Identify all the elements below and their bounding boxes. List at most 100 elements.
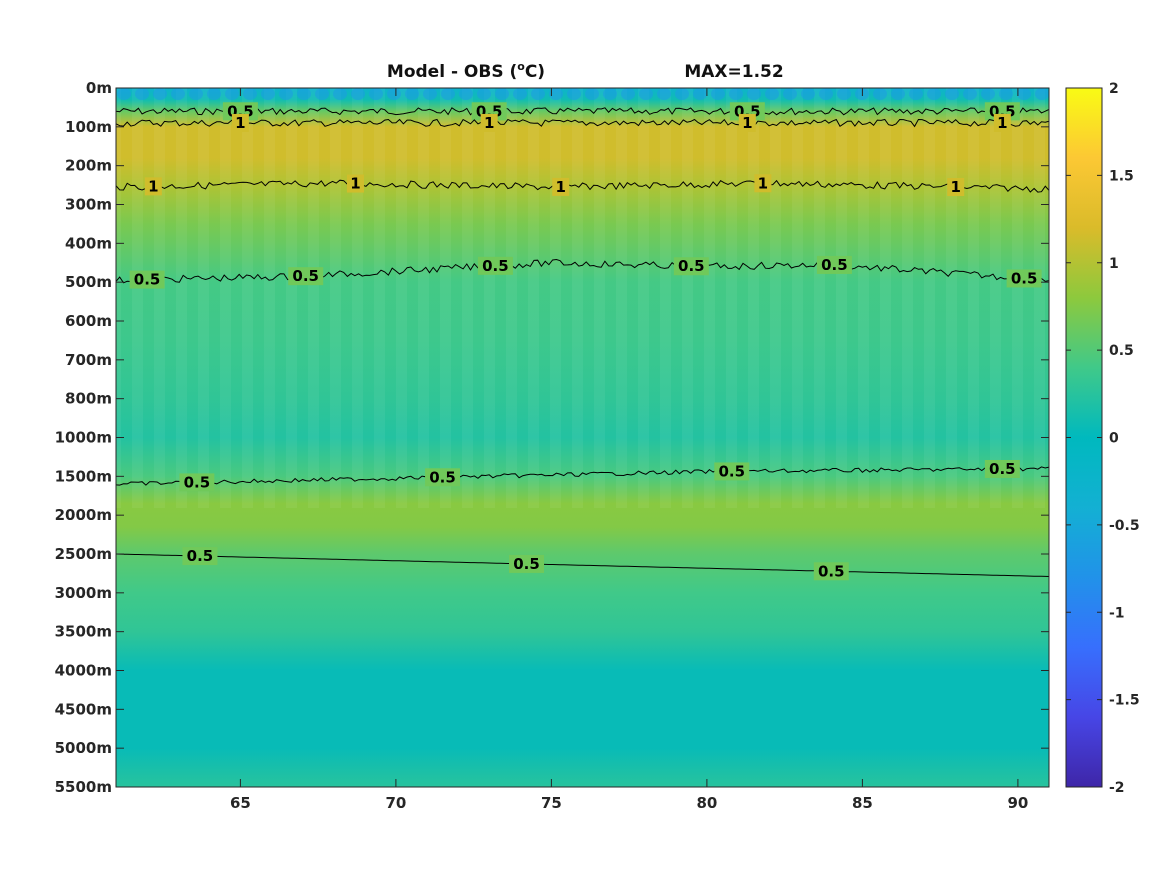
surface-anomaly: [1035, 88, 1049, 100]
surface-anomaly: [747, 88, 761, 100]
surface-anomaly: [423, 88, 437, 100]
contour-label: 1: [997, 114, 1007, 132]
surface-anomaly: [657, 88, 671, 100]
surface-anomaly: [405, 88, 419, 100]
contour-label-bg: [288, 267, 324, 286]
chart-title: Model - OBS (oC): [387, 60, 545, 82]
contour-label: 1: [758, 174, 768, 192]
contour-line: [116, 466, 1049, 486]
contour-label: 1: [742, 114, 752, 132]
contour-label-bg: [480, 113, 498, 132]
contour-label-bg: [471, 102, 507, 121]
x-tick-label: 75: [541, 794, 562, 812]
surface-anomaly: [135, 88, 149, 100]
surface-anomaly: [927, 88, 941, 100]
contour-label-bg: [231, 113, 249, 132]
y-tick-label: 200m: [65, 157, 112, 175]
contour-label-bg: [179, 473, 215, 492]
surface-anomaly: [189, 88, 203, 100]
contour-label-bg: [477, 256, 513, 275]
contour-line: [116, 179, 1049, 193]
surface-anomaly: [981, 88, 995, 100]
surface-anomaly: [153, 88, 167, 100]
contour-label: 0.5: [989, 460, 1016, 478]
surface-anomaly: [999, 88, 1013, 100]
surface-anomaly: [909, 88, 923, 100]
contour-label: 0.5: [184, 473, 211, 491]
y-tick-label: 1000m: [55, 429, 112, 447]
x-tick-label: 65: [230, 794, 251, 812]
contour-label: 1: [235, 114, 245, 132]
colorbar-tick-label: 1: [1109, 256, 1119, 272]
surface-anomaly: [639, 88, 653, 100]
contour-label-bg: [509, 554, 545, 573]
contour-label-bg: [993, 113, 1011, 132]
surface-anomaly: [531, 88, 545, 100]
surface-anomaly: [891, 88, 905, 100]
contour-label: 0.5: [482, 257, 509, 275]
surface-anomaly: [117, 88, 131, 100]
y-tick-label: 400m: [65, 234, 112, 252]
contour-label-bg: [754, 174, 772, 193]
heatmap-texture: [116, 88, 1049, 508]
surface-anomaly: [819, 88, 833, 100]
contour-line: [116, 258, 1049, 284]
contour-label: 1: [556, 178, 566, 196]
contour-label-bg: [714, 462, 750, 481]
contour-label-bg: [1006, 269, 1042, 288]
surface-anomaly: [351, 88, 365, 100]
surface-anomaly: [675, 88, 689, 100]
contour-label-bg: [346, 174, 364, 193]
contour-label-bg: [129, 270, 165, 289]
surface-anomaly: [567, 88, 581, 100]
surface-anomaly: [261, 88, 275, 100]
surface-anomaly: [585, 88, 599, 100]
y-tick-label: 4000m: [55, 662, 112, 680]
x-tick-label: 85: [852, 794, 873, 812]
surface-anomaly: [225, 88, 239, 100]
contour-label-bg: [984, 102, 1020, 121]
y-tick-label: 300m: [65, 196, 112, 214]
surface-anomaly: [243, 88, 257, 100]
colorbar-tick-label: -1: [1109, 605, 1125, 621]
surface-anomaly: [783, 88, 797, 100]
x-tick-label: 80: [696, 794, 717, 812]
y-tick-label: 500m: [65, 273, 112, 291]
surface-anomaly: [297, 88, 311, 100]
surface-anomaly: [693, 88, 707, 100]
contour-label-bg: [552, 177, 570, 196]
x-axis: 65 70 75 80 85 90: [230, 88, 1028, 812]
surface-anomaly: [207, 88, 221, 100]
surface-anomaly: [837, 88, 851, 100]
colorbar-tick-label: -1.5: [1109, 693, 1140, 709]
colorbar-tick-label: 0.5: [1109, 343, 1134, 359]
surface-anomaly: [549, 88, 563, 100]
y-axis: 0m 100m 200m 300m 400m 500m 600m 700m 800m 1000m 1…: [55, 79, 1049, 796]
surface-anomaly: [477, 88, 491, 100]
surface-anomaly: [729, 88, 743, 100]
surface-anomaly: [459, 88, 473, 100]
colorbar-tick-label: 0: [1109, 431, 1119, 447]
contour-label: 0.5: [513, 555, 540, 573]
y-tick-label: 100m: [65, 118, 112, 136]
surface-anomaly: [495, 88, 509, 100]
contour-label: 0.5: [187, 547, 214, 565]
y-tick-label: 3500m: [55, 623, 112, 641]
contour-label: 0.5: [134, 271, 161, 289]
surface-anomaly: [387, 88, 401, 100]
y-tick-label: 0m: [86, 79, 112, 97]
surface-anomaly: [801, 88, 815, 100]
y-tick-label: 1500m: [55, 467, 112, 485]
surface-anomaly: [315, 88, 329, 100]
contour-label: 1: [950, 178, 960, 196]
y-tick-label: 2000m: [55, 506, 112, 524]
contour-label-bg: [738, 113, 756, 132]
contour-label: 1: [148, 177, 158, 195]
surface-anomaly: [945, 88, 959, 100]
surface-anomaly: [873, 88, 887, 100]
y-tick-label: 2500m: [55, 545, 112, 563]
surface-anomaly: [711, 88, 725, 100]
y-tick-label: 4500m: [55, 700, 112, 718]
y-tick-label: 600m: [65, 312, 112, 330]
contour-line: [116, 553, 1049, 577]
